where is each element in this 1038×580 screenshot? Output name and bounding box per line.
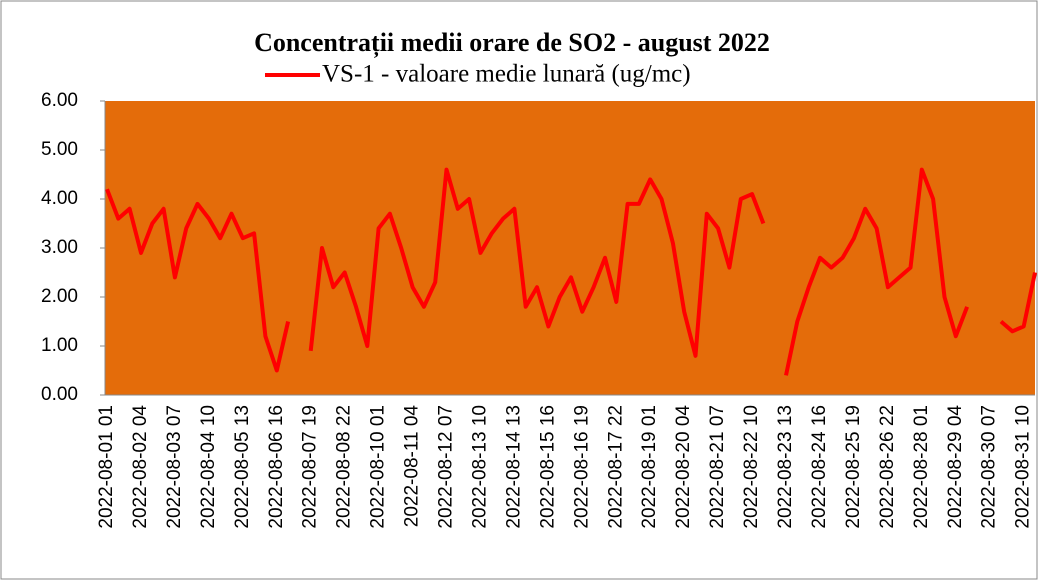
- plot-area: [105, 101, 1035, 395]
- x-tick-label: 2022-08-06 16: [266, 405, 287, 529]
- y-tick-label: 2.00: [41, 286, 78, 307]
- x-tick-label: 2022-08-22 10: [741, 405, 762, 529]
- x-tick-label: 2022-08-28 01: [911, 405, 932, 529]
- x-tick-label: 2022-08-30 07: [979, 405, 1000, 529]
- x-tick-label: 2022-08-14 13: [503, 405, 524, 529]
- x-tick-label: 2022-08-31 10: [1013, 405, 1034, 529]
- x-tick-label: 2022-08-15 16: [537, 405, 558, 529]
- x-tick-label: 2022-08-07 19: [300, 405, 321, 529]
- x-tick-label: 2022-08-01 01: [96, 405, 117, 529]
- y-tick-label: 0.00: [41, 384, 78, 405]
- y-tick-label: 3.00: [41, 237, 78, 258]
- x-tick-label: 2022-08-11 04: [402, 405, 423, 528]
- x-tick-label: 2022-08-03 07: [164, 405, 185, 529]
- x-tick-label: 2022-08-25 19: [843, 405, 864, 529]
- x-tick-label: 2022-08-26 22: [877, 405, 898, 529]
- x-tick-label: 2022-08-04 10: [198, 405, 219, 529]
- x-tick-label: 2022-08-16 19: [571, 405, 592, 529]
- chart-title: Concentrații medii orare de SO2 - august…: [254, 28, 770, 58]
- x-tick-label: 2022-08-20 04: [673, 405, 694, 529]
- x-tick-label: 2022-08-19 01: [639, 405, 660, 529]
- x-tick-label: 2022-08-12 07: [436, 405, 457, 529]
- y-tick-label: 1.00: [41, 335, 78, 356]
- x-tick-label: 2022-08-17 22: [605, 405, 626, 529]
- legend-label: VS-1 - valoare medie lunară (ug/mc): [322, 61, 691, 88]
- y-tick-label: 5.00: [41, 139, 78, 160]
- y-tick-label: 4.00: [41, 188, 78, 209]
- x-tick-label: 2022-08-05 13: [232, 405, 253, 529]
- series-line: [105, 167, 1037, 376]
- x-tick-label: 2022-08-21 07: [707, 405, 728, 529]
- x-tick-label: 2022-08-10 01: [368, 405, 389, 529]
- x-tick-label: 2022-08-13 10: [469, 405, 490, 529]
- x-tick-label: 2022-08-23 13: [775, 405, 796, 529]
- x-tick-label: 2022-08-02 04: [130, 405, 151, 529]
- y-tick-label: 6.00: [41, 90, 78, 111]
- x-tick-label: 2022-08-08 22: [334, 405, 355, 529]
- x-tick-label: 2022-08-24 16: [809, 405, 830, 529]
- x-tick-label: 2022-08-29 04: [945, 405, 966, 529]
